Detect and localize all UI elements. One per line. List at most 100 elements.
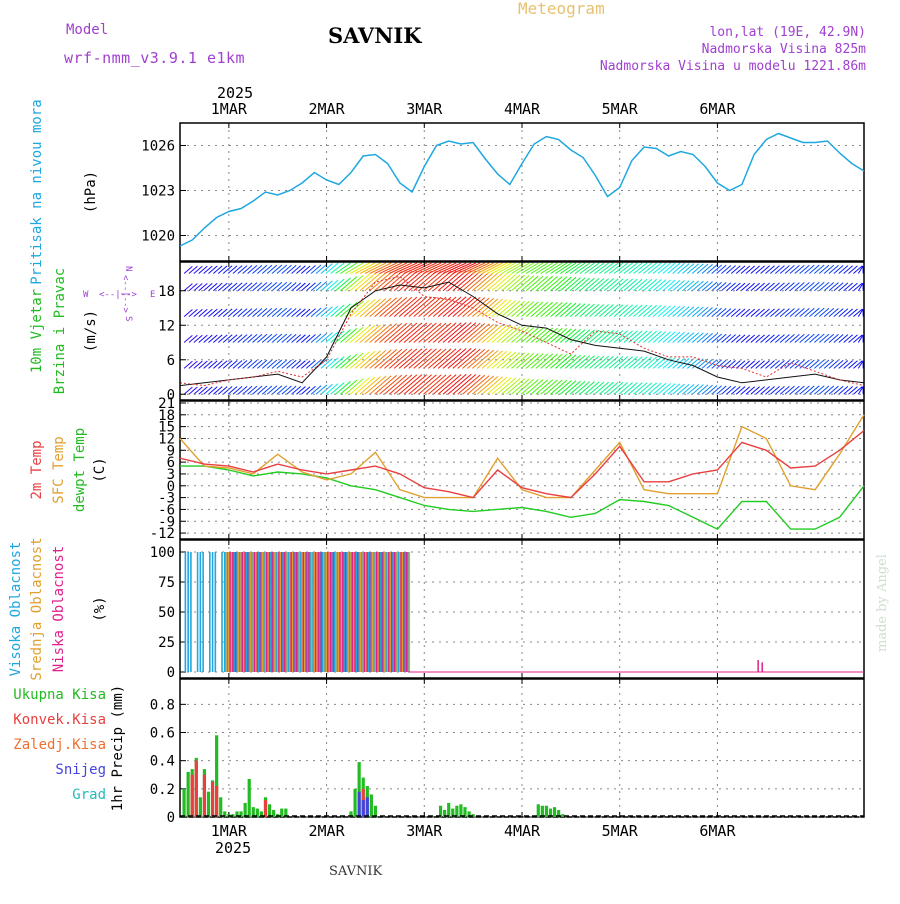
- wind-barb: [526, 354, 543, 369]
- wind-barb: [243, 360, 252, 368]
- wind-grid: [180, 262, 864, 400]
- wind-barb: [785, 386, 794, 394]
- y-tick-label: 0.6: [150, 726, 175, 742]
- precip-bar: [211, 782, 214, 817]
- wind-barb: [213, 335, 222, 343]
- wind-barb: [194, 283, 202, 290]
- wind-barb: [536, 380, 553, 394]
- wind-barb: [790, 265, 800, 273]
- wind-barb: [761, 361, 770, 369]
- wind-barb: [551, 354, 567, 368]
- precip-bar: [207, 792, 210, 817]
- wind-barb: [712, 386, 722, 394]
- temp-grid: [180, 401, 864, 539]
- wind-barb: [248, 309, 257, 317]
- wind-barb: [252, 265, 262, 273]
- wind-barb: [531, 328, 548, 343]
- wind-barb: [731, 266, 740, 274]
- wind-barb: [546, 380, 563, 394]
- wind-barb: [248, 265, 257, 273]
- wind-barb: [516, 302, 533, 317]
- wind-barb: [394, 349, 417, 369]
- wind-barb: [531, 302, 548, 317]
- wind-barb: [731, 361, 740, 369]
- wind-barb: [795, 308, 805, 316]
- wind-barb: [252, 283, 262, 291]
- wind-barb: [511, 327, 529, 342]
- wind-barb: [717, 283, 727, 291]
- wind-barb: [218, 266, 227, 274]
- wind-barb: [233, 386, 242, 394]
- wind-barb: [829, 265, 838, 273]
- temp-ylabel-2: SFC Temp: [51, 436, 67, 503]
- wind-barb: [819, 265, 829, 273]
- wind-barb: [443, 374, 466, 394]
- wind-barb: [849, 266, 858, 274]
- precip-bar: [362, 800, 365, 817]
- wind-barb: [800, 308, 810, 316]
- cloud-unit: (%): [92, 596, 108, 621]
- wind-barb: [287, 265, 296, 273]
- wind-frame: [180, 262, 864, 400]
- wind-barb: [228, 266, 237, 274]
- wind-barb: [697, 307, 708, 316]
- wind-barb: [448, 348, 471, 368]
- wind-barb: [458, 263, 481, 274]
- y-tick-label: 6: [167, 353, 175, 369]
- compass-arrow-h: <--|-->: [99, 290, 138, 300]
- wind-barb: [301, 283, 310, 290]
- wind-barb: [526, 380, 543, 395]
- wind-barb: [184, 266, 192, 273]
- wind-barb: [380, 323, 402, 342]
- wind-barb: [736, 335, 745, 343]
- wind-barb: [384, 349, 406, 368]
- wind-barb: [292, 386, 301, 394]
- wind-barb: [218, 335, 227, 343]
- wind-barb: [844, 335, 853, 343]
- wind-barb: [228, 283, 237, 291]
- wind-barb: [761, 335, 770, 343]
- wind-barb: [463, 323, 485, 342]
- wind-barb: [301, 335, 310, 342]
- cloud-ylabel-3: Niska Oblacnost: [51, 546, 67, 672]
- wind-barb: [316, 264, 327, 273]
- wind-barb: [213, 283, 222, 291]
- wind-barb: [775, 283, 784, 291]
- precip-bar: [219, 797, 222, 817]
- wind-barb: [380, 349, 402, 368]
- y-tick-label: 50: [158, 605, 175, 621]
- wind-barb: [751, 387, 760, 395]
- wind-barb: [722, 265, 731, 273]
- cloud-ylabel-1: Visoka Oblacnost: [8, 542, 24, 677]
- wind-barb: [404, 323, 427, 343]
- wind-barb: [453, 297, 476, 317]
- top-day-label: 2MAR: [309, 100, 346, 118]
- wind-barb: [756, 309, 765, 317]
- wind-barb: [682, 384, 694, 394]
- wind-barb: [770, 335, 779, 343]
- wind-barb: [218, 361, 227, 369]
- wind-barb: [448, 374, 471, 394]
- wind-barb: [800, 282, 810, 290]
- wind-barb: [751, 335, 760, 343]
- wind-barb: [834, 335, 843, 343]
- wind-barb: [248, 334, 257, 342]
- wind-barb: [726, 335, 735, 343]
- cloud-ylabel-2: Srednja Oblacnost: [29, 537, 45, 680]
- wind-barb: [780, 265, 789, 273]
- wind-barb: [712, 265, 722, 273]
- wind-barb: [316, 385, 327, 394]
- wind-barb: [243, 386, 252, 394]
- legend-frozen: Zaledj.Kisa: [13, 737, 106, 753]
- wind-barb: [292, 283, 301, 291]
- precip-bar: [203, 775, 206, 817]
- wind-barb: [384, 323, 406, 342]
- wind-barb: [301, 387, 310, 394]
- y-tick-label: 1023: [141, 184, 175, 200]
- top-day-label: 4MAR: [504, 100, 541, 118]
- wind-barb: [780, 283, 789, 291]
- temp-ylabel-1: 2m Temp: [29, 440, 45, 499]
- wind-barb: [736, 283, 745, 291]
- wind-barb: [399, 323, 422, 343]
